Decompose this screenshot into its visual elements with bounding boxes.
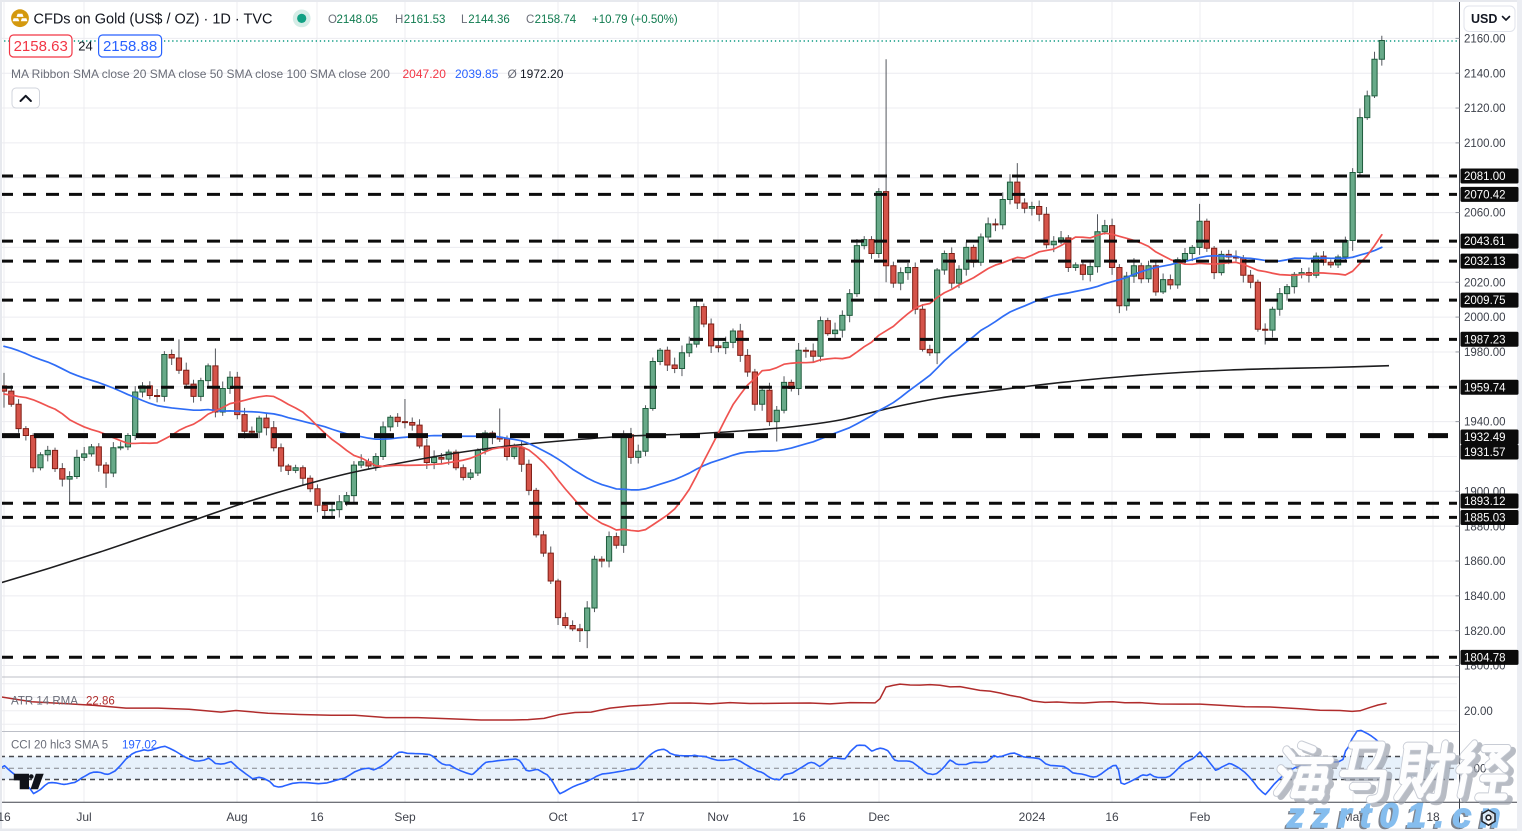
svg-text:2140.00: 2140.00 [1464,68,1506,80]
svg-text:1940.00: 1940.00 [1464,417,1506,429]
svg-text:2043.61: 2043.61 [1464,236,1506,248]
svg-text:zzrt01.cn: zzrt01.cn [1286,797,1509,831]
svg-text:Sep: Sep [394,810,416,824]
svg-text:2000.00: 2000.00 [1464,312,1506,324]
svg-text:1931.57: 1931.57 [1464,447,1506,459]
svg-text:2144.36: 2144.36 [468,14,510,26]
svg-text:17: 17 [631,810,645,824]
svg-text:1820.00: 1820.00 [1464,626,1506,638]
svg-text:Aug: Aug [226,810,247,824]
svg-text:22.86: 22.86 [86,695,115,707]
svg-text:2158.63: 2158.63 [14,38,68,55]
svg-text:2120.00: 2120.00 [1464,103,1506,115]
svg-text:2047.20: 2047.20 [403,67,447,81]
svg-text:16: 16 [792,810,806,824]
svg-text:18: 18 [1426,810,1440,824]
svg-text:1932.49: 1932.49 [1464,432,1506,444]
svg-text:1980.00: 1980.00 [1464,347,1506,359]
svg-text:2070.42: 2070.42 [1464,190,1506,202]
svg-text:2020.00: 2020.00 [1464,277,1506,289]
svg-text:1959.74: 1959.74 [1464,382,1506,394]
svg-text:zzrt01.cn: zzrt01.cn [1284,799,1507,831]
svg-text:2060.00: 2060.00 [1464,208,1506,220]
svg-text:1987.23: 1987.23 [1464,334,1506,346]
svg-text:2024: 2024 [1019,810,1046,824]
svg-text:1893.12: 1893.12 [1464,496,1506,508]
svg-text:L: L [461,14,468,26]
svg-text:1885.03: 1885.03 [1464,513,1506,525]
svg-text:Jul: Jul [76,810,91,824]
svg-text:2161.53: 2161.53 [404,14,446,26]
svg-text:2009.75: 2009.75 [1464,295,1506,307]
svg-text:MA Ribbon SMA close 20 SMA clo: MA Ribbon SMA close 20 SMA close 50 SMA … [11,67,390,81]
svg-text:Mar: Mar [1343,810,1364,824]
svg-text:C: C [526,14,534,26]
svg-text:2100.00: 2100.00 [1464,138,1506,150]
svg-text:Dec: Dec [868,810,889,824]
svg-text:+10.79 (+0.50%): +10.79 (+0.50%) [592,14,678,26]
svg-text:USD: USD [1471,12,1497,26]
svg-text:2158.74: 2158.74 [535,14,577,26]
svg-text:1840.00: 1840.00 [1464,591,1506,603]
svg-text:CFDs on Gold (US$ / OZ) · 1D ·: CFDs on Gold (US$ / OZ) · 1D · TVC [34,12,273,28]
svg-text:2039.85: 2039.85 [455,67,499,81]
svg-text:CCI 20 hlc3 SMA 5: CCI 20 hlc3 SMA 5 [11,739,108,751]
svg-text:16: 16 [310,810,324,824]
svg-text:2148.05: 2148.05 [337,14,379,26]
svg-text:1972.20: 1972.20 [520,67,564,81]
svg-text:16: 16 [0,810,11,824]
svg-text:Nov: Nov [707,810,728,824]
svg-text:ATR 14 RMA: ATR 14 RMA [11,695,78,707]
svg-text:H: H [395,14,403,26]
svg-text:24: 24 [78,39,92,54]
svg-text:2032.13: 2032.13 [1464,256,1506,268]
svg-text:2158.88: 2158.88 [103,38,157,55]
svg-text:197.02: 197.02 [122,739,157,751]
svg-text:2081.00: 2081.00 [1464,171,1506,183]
svg-text:O: O [328,14,337,26]
svg-text:Oct: Oct [549,810,568,824]
svg-text:2160.00: 2160.00 [1464,33,1506,45]
svg-text:16: 16 [1105,810,1119,824]
svg-text:Ø: Ø [508,67,517,81]
svg-text:Feb: Feb [1190,810,1211,824]
svg-text:1804.78: 1804.78 [1464,653,1506,665]
svg-text:20.00: 20.00 [1464,706,1493,718]
svg-text:1860.00: 1860.00 [1464,556,1506,568]
